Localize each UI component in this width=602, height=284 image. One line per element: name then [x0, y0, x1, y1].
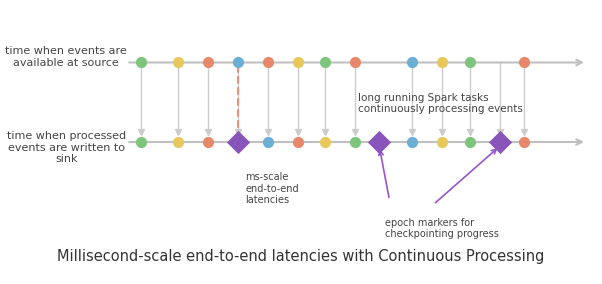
- Point: [203, 140, 213, 144]
- Point: [173, 60, 182, 65]
- Point: [465, 140, 474, 144]
- Point: [173, 140, 182, 144]
- Point: [495, 140, 504, 144]
- Point: [408, 140, 417, 144]
- Point: [203, 60, 213, 65]
- Point: [293, 60, 303, 65]
- Point: [137, 140, 146, 144]
- Point: [263, 130, 273, 134]
- Point: [173, 130, 182, 134]
- Point: [519, 60, 529, 65]
- Point: [438, 140, 447, 144]
- Point: [137, 60, 146, 65]
- Point: [350, 130, 360, 134]
- Point: [137, 130, 146, 134]
- Point: [320, 130, 330, 134]
- Point: [495, 130, 504, 134]
- Point: [293, 140, 303, 144]
- Point: [519, 140, 529, 144]
- Text: time when events are
available at source: time when events are available at source: [5, 46, 126, 68]
- Text: Millisecond-scale end-to-end latencies with Continuous Processing: Millisecond-scale end-to-end latencies w…: [57, 249, 545, 264]
- Point: [408, 130, 417, 134]
- Point: [374, 140, 384, 144]
- Point: [465, 130, 474, 134]
- Point: [350, 60, 360, 65]
- Point: [203, 130, 213, 134]
- Point: [320, 60, 330, 65]
- Point: [438, 60, 447, 65]
- Point: [233, 140, 243, 144]
- Text: epoch markers for
checkpointing progress: epoch markers for checkpointing progress: [385, 218, 499, 239]
- Point: [293, 130, 303, 134]
- Point: [408, 60, 417, 65]
- Text: long running Spark tasks
continuously processing events: long running Spark tasks continuously pr…: [358, 93, 523, 114]
- Point: [465, 60, 474, 65]
- Text: ms-scale
end-to-end
latencies: ms-scale end-to-end latencies: [246, 172, 299, 205]
- Point: [350, 140, 360, 144]
- Point: [263, 140, 273, 144]
- Point: [519, 130, 529, 134]
- Point: [233, 60, 243, 65]
- Point: [438, 130, 447, 134]
- Point: [320, 140, 330, 144]
- Point: [233, 130, 243, 134]
- Text: time when processed
events are written to
sink: time when processed events are written t…: [7, 131, 126, 164]
- Point: [263, 60, 273, 65]
